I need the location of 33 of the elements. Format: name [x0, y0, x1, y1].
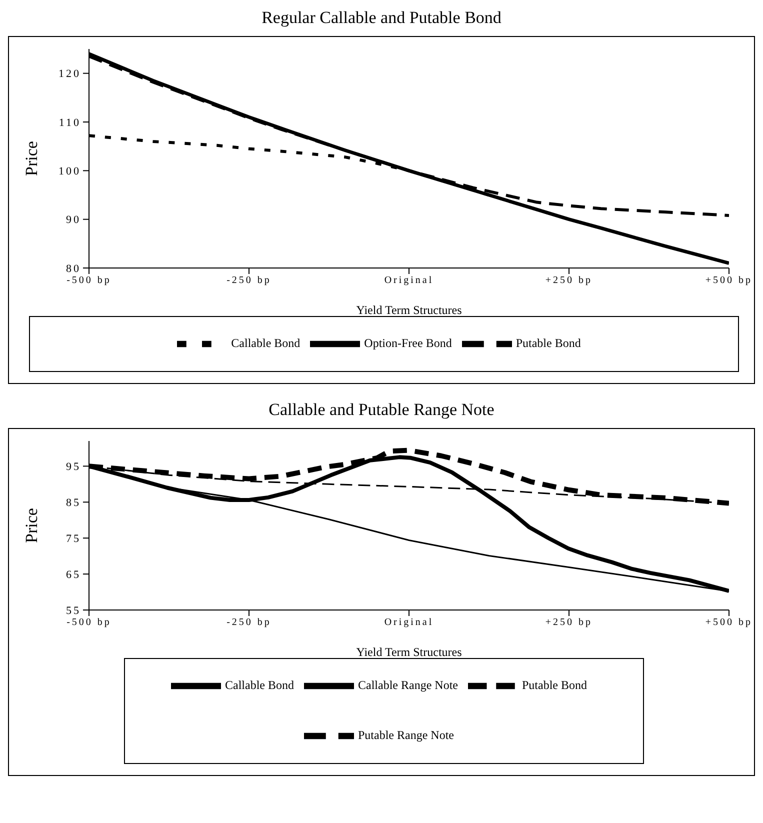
y-tick-label: 120: [58, 68, 81, 80]
x-tick-label: -500 bp: [66, 275, 112, 286]
y-tick-label: 100: [58, 166, 81, 178]
x-tick-label: -250 bp: [226, 617, 272, 628]
y-tick-label: 80: [66, 262, 81, 275]
x-tick-label: -500 bp: [66, 617, 112, 628]
x-axis-title: Yield Term Structures: [356, 303, 462, 317]
legend-label: Callable Bond: [225, 678, 294, 692]
legend-label: Callable Bond: [231, 336, 300, 350]
x-tick-label: +500 bp: [705, 617, 753, 628]
legend-label: Putable Bond: [522, 678, 587, 692]
x-tick-label: +250 bp: [545, 617, 593, 628]
chart-title: Callable and Putable Range Note: [268, 400, 496, 420]
x-tick-label: Original: [384, 617, 434, 628]
legend-label: Putable Bond: [516, 336, 581, 350]
y-tick-label: 85: [66, 497, 81, 510]
legend-label: Callable Range Note: [358, 678, 458, 692]
y-tick-label: 95: [66, 461, 81, 474]
y-tick-label: 55: [66, 604, 81, 617]
x-tick-label: +250 bp: [545, 275, 593, 286]
legend-label: Putable Range Note: [358, 728, 454, 742]
legend-label: Option-Free Bond: [364, 336, 452, 350]
x-axis-title: Yield Term Structures: [356, 645, 462, 659]
y-tick-label: 75: [66, 532, 81, 545]
y-tick-label: 65: [66, 568, 81, 581]
x-tick-label: -250 bp: [226, 275, 272, 286]
y-axis-title: Price: [22, 508, 42, 543]
x-tick-label: +500 bp: [705, 275, 753, 286]
y-axis-title: Price: [22, 141, 42, 176]
y-tick-label: 90: [66, 214, 81, 226]
y-tick-label: 110: [58, 116, 81, 129]
x-tick-label: Original: [384, 275, 434, 286]
chart-title: Regular Callable and Putable Bond: [260, 8, 502, 28]
